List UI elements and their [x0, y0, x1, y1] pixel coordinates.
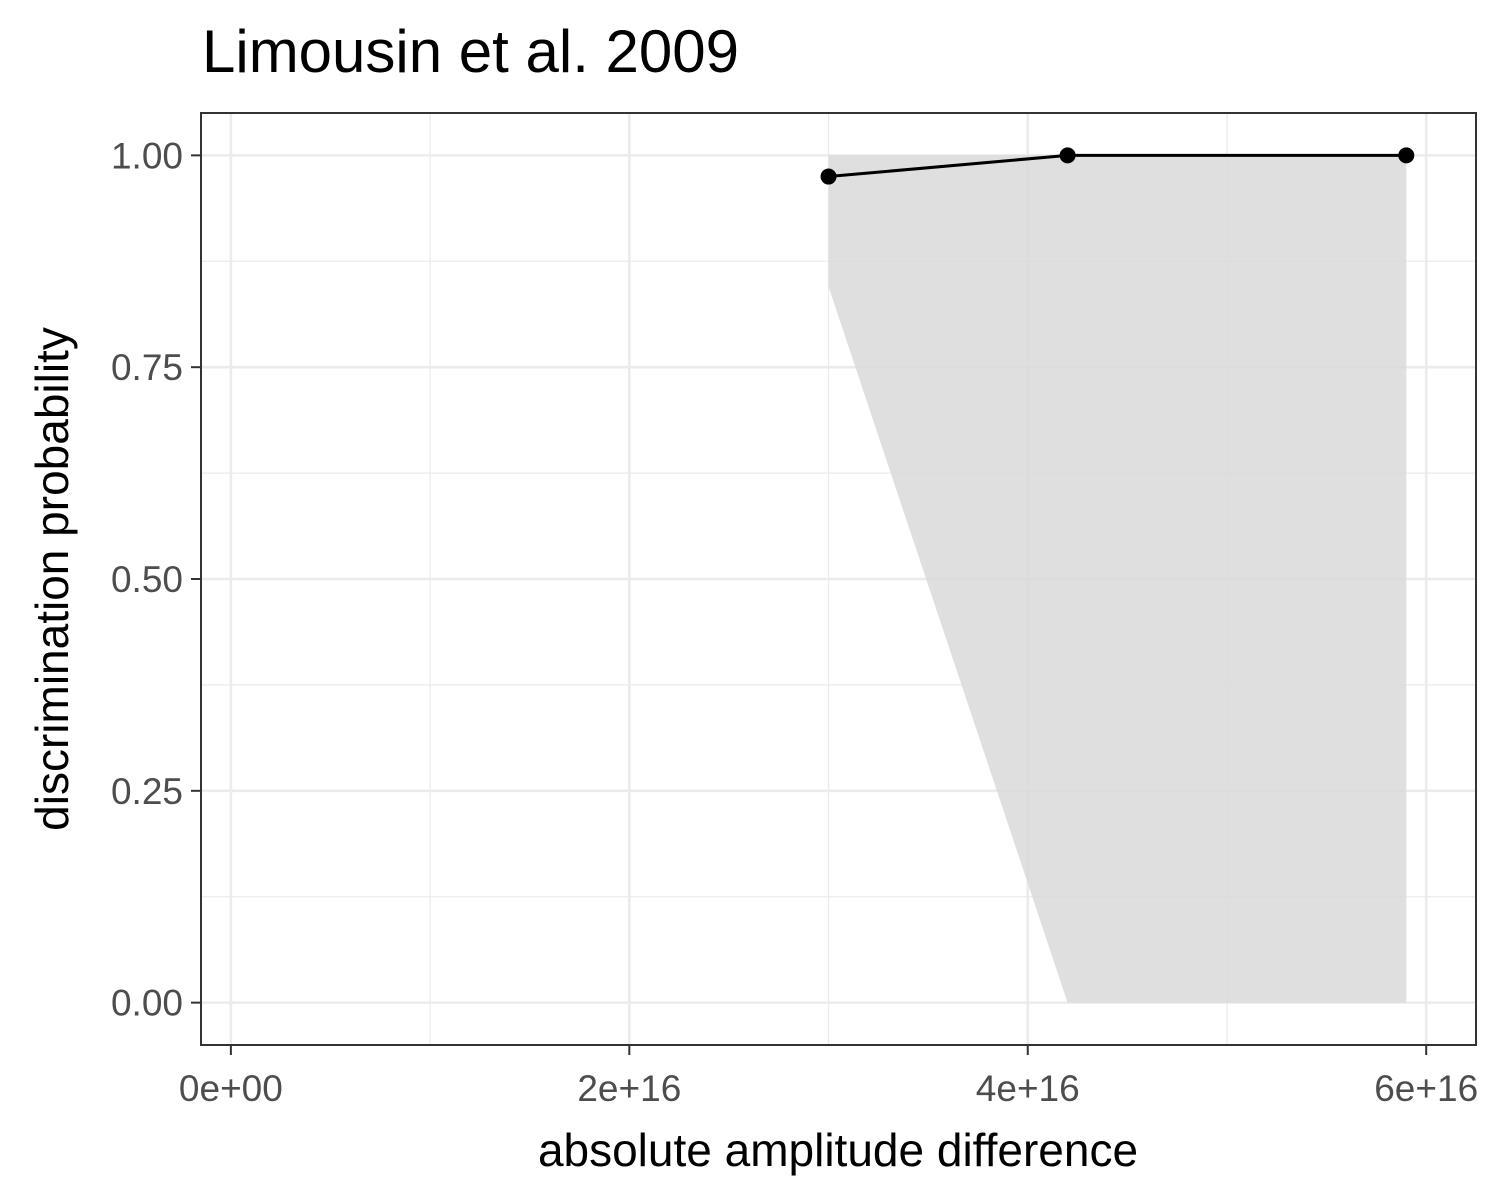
y-axis: 0.00 0.25 0.50 0.75 1.00: [111, 135, 201, 1024]
x-tick-label: 6e+16: [1374, 1068, 1478, 1109]
data-point: [1398, 147, 1415, 164]
confidence-ribbon-layer: [828, 155, 1407, 1003]
confidence-ribbon: [828, 155, 1407, 1003]
x-axis: 0e+00 2e+16 4e+16 6e+16: [179, 1045, 1478, 1109]
data-point: [820, 168, 837, 185]
y-tick-label: 0.50: [111, 559, 183, 600]
x-tick-label: 2e+16: [577, 1068, 681, 1109]
x-tick-label: 4e+16: [976, 1068, 1080, 1109]
y-tick-label: 1.00: [111, 135, 183, 176]
series-points-layer: [820, 147, 1415, 185]
x-tick-label: 0e+00: [179, 1068, 283, 1109]
y-axis-title: discrimination probability: [26, 327, 78, 831]
y-tick-label: 0.00: [111, 983, 183, 1024]
y-tick-label: 0.75: [111, 347, 183, 388]
chart-title: Limousin et al. 2009: [202, 18, 739, 85]
data-point: [1059, 147, 1076, 164]
x-axis-title: absolute amplitude difference: [538, 1124, 1138, 1176]
y-tick-label: 0.25: [111, 771, 183, 812]
